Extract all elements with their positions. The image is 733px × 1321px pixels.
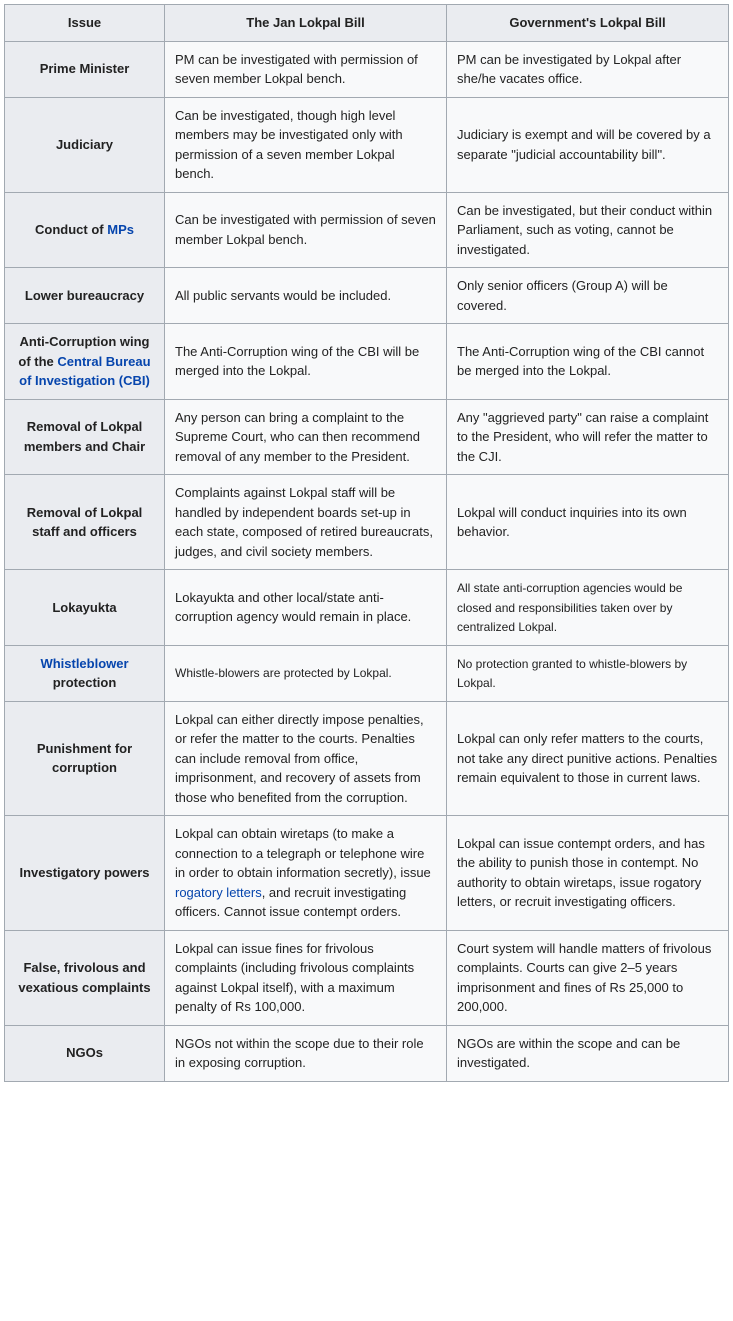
issue-cell: Judiciary <box>5 97 165 192</box>
issue-cell: Punishment for corruption <box>5 701 165 816</box>
table-row: LokayuktaLokayukta and other local/state… <box>5 570 729 646</box>
table-header-row: Issue The Jan Lokpal Bill Government's L… <box>5 5 729 42</box>
col-header-jan: The Jan Lokpal Bill <box>165 5 447 42</box>
gov-cell: Only senior officers (Group A) will be c… <box>447 268 729 324</box>
issue-cell: Prime Minister <box>5 41 165 97</box>
gov-cell: The Anti-Corruption wing of the CBI cann… <box>447 324 729 400</box>
col-header-gov: Government's Lokpal Bill <box>447 5 729 42</box>
jan-cell: Lokpal can obtain wiretaps (to make a co… <box>165 816 447 931</box>
table-row: Whistleblower protectionWhistle-blowers … <box>5 645 729 701</box>
gov-cell: Any "aggrieved party" can raise a compla… <box>447 399 729 475</box>
jan-cell: Lokpal can either directly impose penalt… <box>165 701 447 816</box>
issue-cell: Removal of Lokpal staff and officers <box>5 475 165 570</box>
jan-cell: PM can be investigated with permission o… <box>165 41 447 97</box>
gov-cell: No protection granted to whistle-blowers… <box>447 645 729 701</box>
gov-cell: Lokpal will conduct inquiries into its o… <box>447 475 729 570</box>
issue-cell: Lokayukta <box>5 570 165 646</box>
issue-cell: NGOs <box>5 1025 165 1081</box>
jan-link[interactable]: rogatory letters <box>175 885 262 900</box>
jan-cell: All public servants would be included. <box>165 268 447 324</box>
table-row: Lower bureaucracyAll public servants wou… <box>5 268 729 324</box>
issue-cell: False, frivolous and vexatious complaint… <box>5 930 165 1025</box>
table-row: Conduct of MPsCan be investigated with p… <box>5 192 729 268</box>
comparison-table: Issue The Jan Lokpal Bill Government's L… <box>4 4 729 1082</box>
gov-cell: PM can be investigated by Lokpal after s… <box>447 41 729 97</box>
table-row: False, frivolous and vexatious complaint… <box>5 930 729 1025</box>
gov-cell: Judiciary is exempt and will be covered … <box>447 97 729 192</box>
jan-cell: Can be investigated with permission of s… <box>165 192 447 268</box>
issue-cell: Removal of Lokpal members and Chair <box>5 399 165 475</box>
table-row: Removal of Lokpal staff and officersComp… <box>5 475 729 570</box>
issue-cell: Whistleblower protection <box>5 645 165 701</box>
gov-cell: NGOs are within the scope and can be inv… <box>447 1025 729 1081</box>
issue-cell: Conduct of MPs <box>5 192 165 268</box>
gov-cell: Lokpal can issue contempt orders, and ha… <box>447 816 729 931</box>
table-body: Prime MinisterPM can be investigated wit… <box>5 41 729 1081</box>
table-row: NGOsNGOs not within the scope due to the… <box>5 1025 729 1081</box>
jan-cell: Lokayukta and other local/state anti-cor… <box>165 570 447 646</box>
table-row: Removal of Lokpal members and ChairAny p… <box>5 399 729 475</box>
jan-cell: NGOs not within the scope due to their r… <box>165 1025 447 1081</box>
table-row: Prime MinisterPM can be investigated wit… <box>5 41 729 97</box>
jan-cell: Whistle-blowers are protected by Lokpal. <box>165 645 447 701</box>
issue-cell: Lower bureaucracy <box>5 268 165 324</box>
gov-cell: All state anti-corruption agencies would… <box>447 570 729 646</box>
issue-link[interactable]: Whistleblower <box>40 656 128 671</box>
issue-link[interactable]: Central Bureau of Investigation (CBI) <box>19 354 150 389</box>
issue-link[interactable]: MPs <box>107 222 134 237</box>
jan-cell: Complaints against Lokpal staff will be … <box>165 475 447 570</box>
jan-cell: The Anti-Corruption wing of the CBI will… <box>165 324 447 400</box>
col-header-issue: Issue <box>5 5 165 42</box>
jan-cell: Can be investigated, though high level m… <box>165 97 447 192</box>
jan-cell: Any person can bring a complaint to the … <box>165 399 447 475</box>
issue-cell: Investigatory powers <box>5 816 165 931</box>
table-row: Anti-Corruption wing of the Central Bure… <box>5 324 729 400</box>
issue-cell: Anti-Corruption wing of the Central Bure… <box>5 324 165 400</box>
gov-cell: Court system will handle matters of friv… <box>447 930 729 1025</box>
table-row: JudiciaryCan be investigated, though hig… <box>5 97 729 192</box>
table-row: Punishment for corruptionLokpal can eith… <box>5 701 729 816</box>
jan-cell: Lokpal can issue fines for frivolous com… <box>165 930 447 1025</box>
gov-cell: Lokpal can only refer matters to the cou… <box>447 701 729 816</box>
gov-cell: Can be investigated, but their conduct w… <box>447 192 729 268</box>
table-row: Investigatory powersLokpal can obtain wi… <box>5 816 729 931</box>
